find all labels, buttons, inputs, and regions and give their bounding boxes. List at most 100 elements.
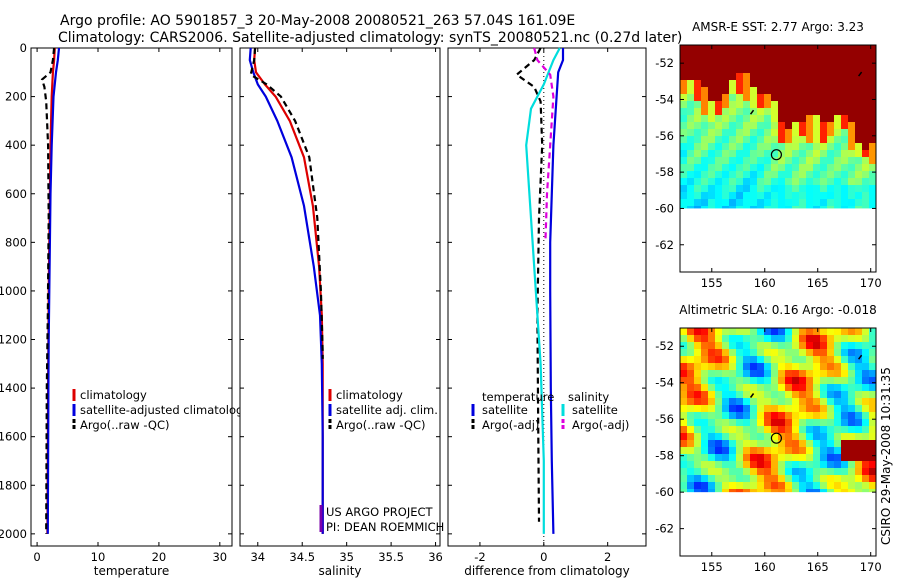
map-cell xyxy=(820,398,827,405)
map-cell xyxy=(680,101,687,108)
map-cell xyxy=(729,489,736,493)
temperature-panel: 0 200 400 600 800 1000 1200 1400 1600 1800 2000 0 10… xyxy=(0,41,250,578)
map-cell xyxy=(806,108,813,115)
map-cell xyxy=(694,489,701,493)
map-cell xyxy=(680,122,687,129)
map-cell xyxy=(848,433,855,440)
map-cell xyxy=(771,356,778,363)
map-cell xyxy=(729,363,736,370)
map-cell xyxy=(701,192,708,199)
map-cell xyxy=(743,136,750,143)
map-cell xyxy=(687,356,694,363)
map-cell xyxy=(750,475,757,482)
map-cell xyxy=(778,192,785,199)
map-cell xyxy=(757,157,764,164)
map-cell xyxy=(827,440,834,447)
map-cell xyxy=(855,157,862,164)
map-cell xyxy=(715,129,722,136)
map-cell xyxy=(680,94,687,101)
map-cell xyxy=(813,45,820,52)
map-cell xyxy=(813,419,820,426)
map-cell xyxy=(792,461,799,468)
map-cell xyxy=(708,73,715,80)
map-cell xyxy=(785,482,792,489)
map-cell xyxy=(701,405,708,412)
map-cell xyxy=(701,164,708,171)
map-cell xyxy=(799,157,806,164)
map-cell xyxy=(785,447,792,454)
map-cell xyxy=(771,426,778,433)
map-cell xyxy=(799,80,806,87)
map-cell xyxy=(869,426,876,433)
map-cell xyxy=(869,384,876,391)
map-cell xyxy=(827,363,834,370)
map-cell xyxy=(757,412,764,419)
sla-lat-tick-label: -58 xyxy=(655,449,674,463)
map-cell xyxy=(827,101,834,108)
map-cell xyxy=(764,384,771,391)
map-cell xyxy=(708,52,715,59)
map-cell xyxy=(701,80,708,87)
map-cell xyxy=(680,440,687,447)
map-cell xyxy=(757,377,764,384)
map-cell xyxy=(869,335,876,342)
profile-location-marker xyxy=(770,432,783,444)
map-cell xyxy=(862,405,869,412)
map-cell xyxy=(729,129,736,136)
map-cell xyxy=(750,150,757,157)
map-cell xyxy=(785,115,792,122)
map-cell xyxy=(820,108,827,115)
map-cell xyxy=(701,370,708,377)
map-cell xyxy=(820,405,827,412)
temperature-legend-label: climatology xyxy=(80,388,147,402)
map-cell xyxy=(841,199,848,206)
map-cell xyxy=(848,143,855,150)
map-cell xyxy=(806,426,813,433)
map-cell xyxy=(771,150,778,157)
map-cell xyxy=(771,342,778,349)
map-cell xyxy=(750,136,757,143)
map-cell xyxy=(778,475,785,482)
map-cell xyxy=(841,192,848,199)
map-cell xyxy=(771,419,778,426)
map-cell xyxy=(722,349,729,356)
map-cell xyxy=(855,440,862,447)
map-cell xyxy=(869,454,876,461)
map-cell xyxy=(806,489,813,493)
map-cell xyxy=(862,171,869,178)
map-cell xyxy=(799,482,806,489)
map-cell xyxy=(792,129,799,136)
salinity-series-satellite-adj-clim- xyxy=(248,47,324,534)
map-cell xyxy=(715,171,722,178)
map-cell xyxy=(736,454,743,461)
map-cell xyxy=(827,335,834,342)
map-cell xyxy=(694,412,701,419)
map-cell xyxy=(841,475,848,482)
map-cell xyxy=(820,129,827,136)
map-cell xyxy=(820,101,827,108)
map-cell xyxy=(750,356,757,363)
map-cell xyxy=(799,426,806,433)
map-cell xyxy=(729,157,736,164)
map-cell xyxy=(841,405,848,412)
map-cell xyxy=(841,335,848,342)
map-cell xyxy=(862,391,869,398)
map-cell xyxy=(708,87,715,94)
map-cell xyxy=(743,384,750,391)
map-cell xyxy=(680,164,687,171)
sla-lat-tick-label: -54 xyxy=(655,376,674,390)
map-cell xyxy=(799,171,806,178)
map-cell xyxy=(862,87,869,94)
map-cell xyxy=(729,52,736,59)
map-cell xyxy=(701,178,708,185)
map-cell xyxy=(834,377,841,384)
map-cell xyxy=(694,59,701,66)
map-cell xyxy=(834,122,841,129)
map-cell xyxy=(722,171,729,178)
map-cell xyxy=(687,143,694,150)
map-cell xyxy=(771,391,778,398)
map-cell xyxy=(778,440,785,447)
map-cell xyxy=(708,461,715,468)
map-cell xyxy=(778,59,785,66)
map-cell xyxy=(834,45,841,52)
